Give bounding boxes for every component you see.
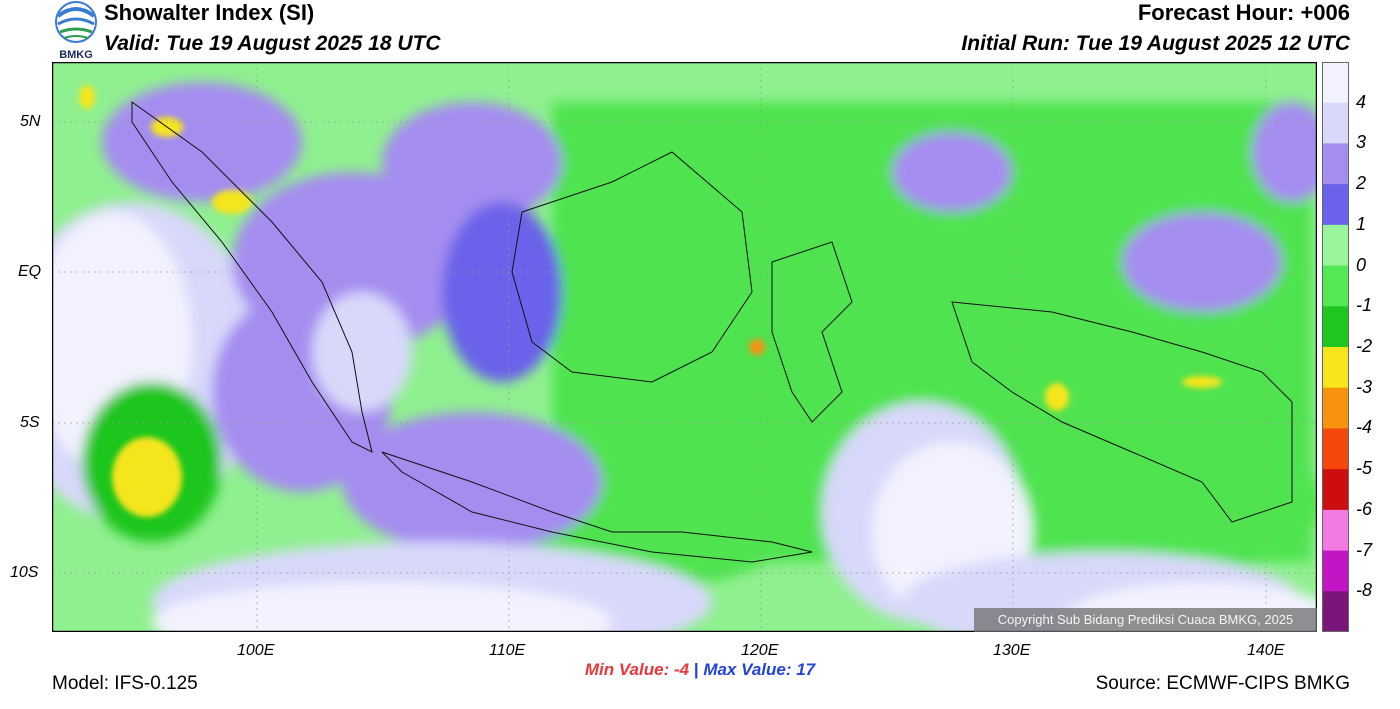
copyright-notice: Copyright Sub Bidang Prediksi Cuaca BMKG… (974, 608, 1317, 632)
papua-outline (951, 301, 1293, 523)
valid-time: Valid: Tue 19 August 2025 18 UTC (104, 32, 441, 55)
legend-label: -8 (1356, 580, 1373, 601)
legend-label: -7 (1356, 539, 1373, 560)
legend-swatch (1322, 306, 1349, 348)
legend-swatch (1322, 265, 1349, 307)
logo-text: BMKG (59, 49, 93, 60)
legend-swatch (1322, 509, 1349, 552)
min-max-separator: | (693, 660, 699, 679)
lon-label-140e: 140E (1247, 642, 1285, 659)
source-label: Source: ECMWF-CIPS BMKG (1095, 673, 1350, 694)
legend-swatch (1322, 469, 1349, 511)
legend-label: -3 (1356, 376, 1373, 397)
legend-label: -6 (1356, 498, 1373, 519)
color-legend (1322, 62, 1349, 632)
java-outline (381, 451, 813, 563)
legend-label: 0 (1356, 254, 1367, 275)
min-value: Min Value: -4 (584, 660, 690, 679)
lat-label-5s: 5S (20, 414, 40, 431)
initial-run: Initial Run: Tue 19 August 2025 12 UTC (961, 32, 1350, 55)
sumatra-outline (131, 101, 373, 453)
lon-label-120e: 120E (741, 642, 779, 659)
legend-swatch (1322, 428, 1349, 470)
legend-swatch (1322, 347, 1349, 389)
lon-label-100e: 100E (237, 642, 275, 659)
legend-swatch (1322, 550, 1349, 592)
model-label: Model: IFS-0.125 (52, 673, 198, 694)
lat-label-eq: EQ (18, 263, 42, 280)
legend-label: 1 (1356, 213, 1367, 234)
forecast-hour: Forecast Hour: +006 (1137, 0, 1350, 25)
legend-label: -4 (1356, 417, 1373, 438)
legend-label: -2 (1356, 336, 1373, 356)
showalter-index-map (52, 62, 1317, 632)
min-max-values: Min Value: -4 | Max Value: 17 (0, 660, 1400, 680)
legend-label: 2 (1356, 173, 1367, 194)
legend-swatch (1322, 387, 1349, 429)
legend-swatch (1322, 224, 1349, 267)
lat-label-10s: 10S (10, 564, 39, 581)
legend-swatch (1322, 591, 1349, 632)
max-value: Max Value: 17 (703, 660, 816, 679)
legend-label: 3 (1356, 132, 1367, 153)
sulawesi-outline (771, 241, 853, 423)
lon-label-110e: 110E (489, 642, 526, 659)
legend-swatch (1322, 184, 1349, 226)
map-frame (52, 62, 1317, 632)
borneo-outline (511, 151, 753, 383)
legend-label: 4 (1356, 91, 1367, 112)
lat-label-5n: 5N (20, 113, 41, 130)
legend-swatch (1322, 143, 1349, 185)
lon-label-130e: 130E (993, 642, 1031, 659)
legend-swatch (1322, 62, 1349, 104)
map-title: Showalter Index (SI) (104, 0, 315, 25)
legend-label: -1 (1356, 295, 1373, 316)
legend-swatch (1322, 102, 1349, 144)
bmkg-logo: BMKG (55, 1, 97, 60)
legend-label: -5 (1356, 458, 1373, 479)
